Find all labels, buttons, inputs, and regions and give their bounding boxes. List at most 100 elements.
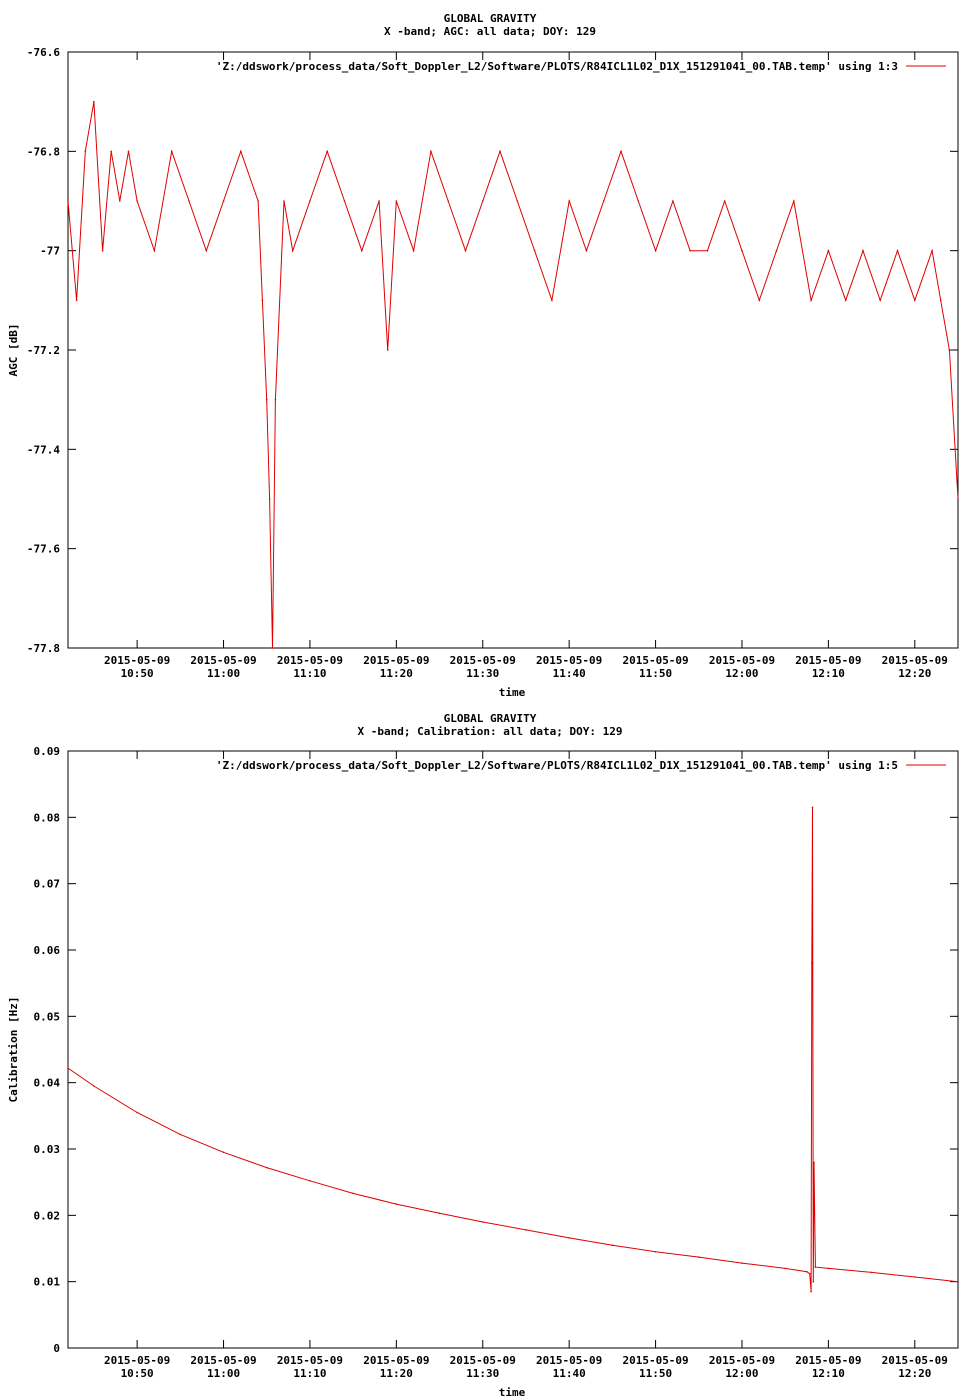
data-point [482,200,484,202]
plot-frame [67,750,959,1349]
y-tick-label: 0 [53,1342,60,1355]
y-tick-label: 0.05 [34,1010,61,1023]
y-axis-label: Calibration [Hz] [7,997,20,1103]
data-point [758,299,761,302]
data-point [67,200,69,202]
x-tick-time-label: 11:40 [553,1367,586,1380]
y-tick-label: 0.09 [34,745,61,758]
x-tick-time-label: 10:50 [121,667,154,680]
data-point [153,249,156,252]
data-point [361,249,363,252]
data-point [551,299,553,302]
data-point [261,299,264,302]
x-axis-label: time [499,686,526,699]
x-tick-time-label: 11:00 [207,1367,240,1380]
data-point [957,1280,959,1283]
chart-title: GLOBAL GRAVITY [444,712,537,725]
y-tick-label: -77.4 [27,443,60,456]
data-point [67,1067,69,1069]
data-point [827,249,830,252]
data-point [723,200,726,202]
data-point [412,249,415,252]
data-point [395,200,398,202]
x-axis-label: time [499,1386,526,1399]
y-tick-label: 0.03 [34,1143,61,1156]
data-point [939,299,942,302]
data-point [499,150,501,153]
x-tick-time-label: 11:20 [380,667,413,680]
data-point [309,200,311,202]
data-point [879,299,881,302]
data-point [136,200,138,202]
x-tick-date-label: 2015-05-09 [450,654,516,667]
chart-subtitle: X -band; AGC: all data; DOY: 129 [384,25,596,38]
x-tick-time-label: 11:30 [466,667,499,680]
data-point [637,200,640,202]
data-point [119,200,121,202]
data-point [654,249,657,252]
data-point [844,299,847,302]
data-point [525,1229,527,1231]
x-tick-time-label: 11:40 [553,667,586,680]
series-line [67,101,959,649]
data-point [620,150,622,153]
data-point [813,1161,815,1164]
x-tick-date-label: 2015-05-09 [795,1354,861,1367]
data-point [110,150,112,153]
data-point [240,150,242,153]
plot-frame [67,51,959,649]
y-tick-label: -77.6 [27,543,60,556]
data-point [611,1244,614,1246]
data-point [706,249,709,252]
data-point [386,349,389,351]
x-tick-time-label: 11:50 [639,1367,672,1380]
data-point [378,200,380,202]
x-tick-time-label: 12:00 [725,1367,758,1380]
y-tick-label: -77.8 [27,642,60,655]
data-point [808,1272,811,1275]
data-point [741,249,743,252]
data-point [585,249,588,252]
x-tick-date-label: 2015-05-09 [104,1354,170,1367]
data-point [775,249,778,252]
legend-label: 'Z:/ddswork/process_data/Soft_Doppler_L2… [216,60,898,73]
data-point [326,150,329,153]
data-point [741,1262,743,1264]
data-point [93,100,95,103]
y-tick-label: 0.04 [34,1077,61,1090]
x-tick-date-label: 2015-05-09 [190,1354,256,1367]
x-tick-time-label: 12:10 [812,1367,845,1380]
data-point [784,1267,786,1270]
data-point [447,200,450,202]
data-point [811,962,813,965]
y-tick-label: -77.2 [27,344,60,357]
data-point [810,299,812,302]
x-tick-date-label: 2015-05-09 [277,654,343,667]
data-point [205,249,208,252]
data-point [127,150,130,153]
y-tick-label: -76.6 [27,46,60,59]
data-point [814,1266,817,1268]
data-point [957,498,959,500]
x-tick-date-label: 2015-05-09 [536,654,602,667]
data-point [806,1270,808,1273]
data-point [827,1267,830,1270]
data-point [516,200,519,202]
x-tick-date-label: 2015-05-09 [104,654,170,667]
data-point [914,1276,916,1278]
data-point [568,200,570,202]
data-point [265,398,268,401]
data-point [602,200,605,202]
x-tick-time-label: 11:10 [293,1367,326,1380]
x-tick-date-label: 2015-05-09 [363,654,429,667]
data-point [257,200,259,202]
data-point [482,1221,484,1223]
data-point [948,349,951,351]
data-point [812,1280,815,1283]
data-point [672,200,674,202]
y-tick-label: 0.02 [34,1209,61,1222]
data-point [698,1256,700,1258]
x-tick-time-label: 12:00 [725,667,758,680]
x-tick-date-label: 2015-05-09 [709,1354,775,1367]
